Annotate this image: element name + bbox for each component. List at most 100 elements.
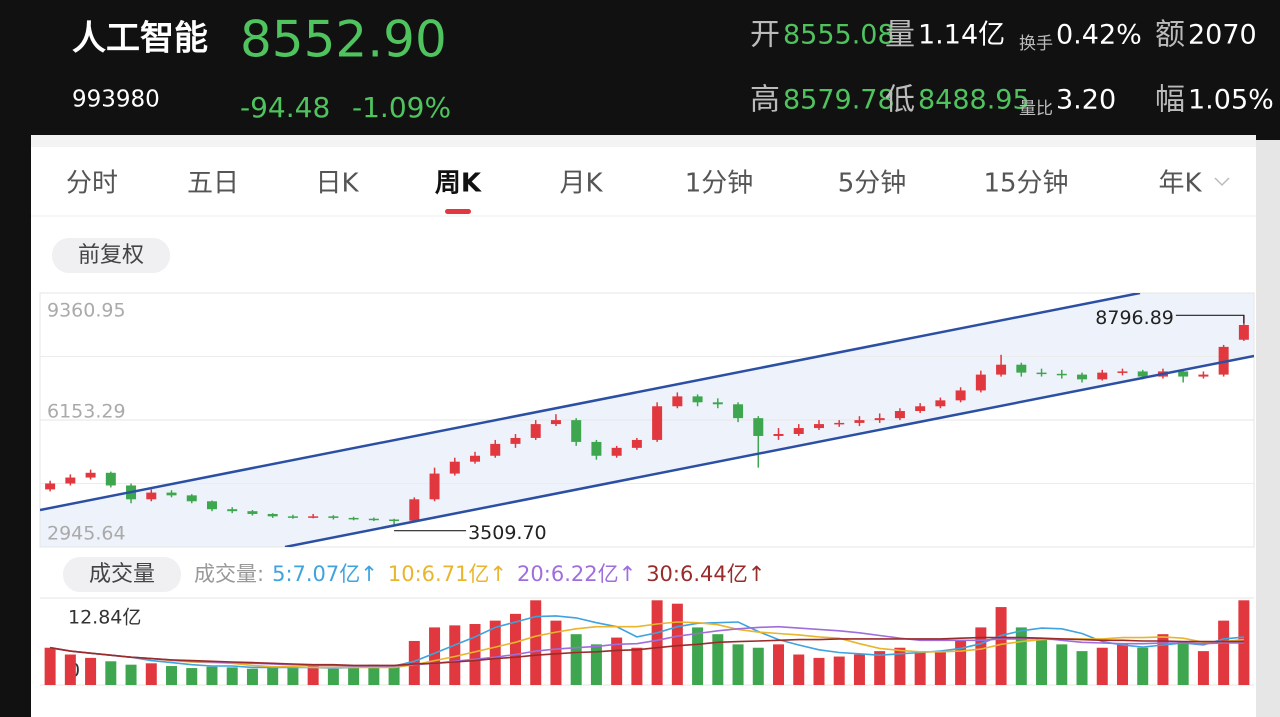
tab[interactable]: 周K	[435, 169, 482, 199]
candle-body	[1137, 371, 1148, 377]
volume-bar	[692, 627, 704, 685]
stock-price: 8552.90	[240, 11, 447, 69]
candle-body	[834, 422, 845, 425]
stat-value: 8555.08	[783, 20, 895, 51]
candle-body	[1056, 373, 1067, 376]
tab[interactable]: 月K	[559, 169, 603, 199]
candle-body	[267, 513, 278, 517]
candle-body	[166, 492, 177, 496]
volume-tick-label: 12.84亿	[68, 607, 141, 629]
candle-body	[1198, 374, 1209, 377]
adjust-label[interactable]: 前复权	[78, 243, 144, 268]
divider	[31, 135, 1256, 147]
candle-body	[611, 447, 622, 456]
volume-bar	[773, 644, 785, 685]
volume-bar	[287, 668, 299, 685]
price-change-pct: -1.09%	[352, 91, 451, 124]
legend-entry: 10:6.71亿↑	[388, 562, 507, 586]
candle-body	[550, 420, 561, 425]
price-change: -94.48	[240, 91, 330, 124]
candle-body	[409, 499, 420, 521]
volume-bar	[368, 664, 380, 685]
volume-bar	[590, 644, 602, 685]
candle-body	[348, 517, 359, 520]
volume-bar	[509, 613, 521, 685]
volume-bar	[914, 652, 926, 685]
annotation-label: 3509.70	[468, 522, 547, 544]
tab[interactable]: 15分钟	[983, 169, 1068, 199]
volume-bar	[449, 625, 461, 685]
volume-bar	[874, 651, 886, 685]
volume-bar	[853, 654, 865, 685]
stat-label: 低	[885, 83, 915, 118]
tab[interactable]: 5分钟	[838, 169, 907, 199]
left-edge	[0, 0, 31, 717]
candle-body	[1117, 371, 1128, 373]
volume-bar	[85, 657, 97, 685]
volume-bar	[145, 663, 157, 685]
volume-bar	[267, 667, 279, 685]
candle-body	[1077, 374, 1088, 380]
volume-bar	[1096, 647, 1108, 685]
candle-body	[854, 420, 865, 423]
candle-body	[328, 516, 339, 518]
ma-line	[49, 615, 1244, 669]
volume-bar	[1056, 644, 1068, 685]
candle-body	[510, 437, 521, 444]
stat-label: 换手	[1019, 34, 1053, 54]
stat-value: 1.14亿	[918, 20, 1005, 51]
candle-body	[65, 477, 76, 484]
stat-label: 量	[885, 18, 915, 53]
volume-title[interactable]: 成交量	[89, 562, 155, 587]
tab[interactable]: 分时	[66, 169, 118, 199]
stat-label: 量比	[1019, 99, 1053, 119]
volume-bar	[489, 620, 501, 685]
tab[interactable]: 五日	[187, 169, 239, 199]
candle-body	[571, 420, 582, 442]
volume-bar	[894, 647, 906, 685]
stat-value: 8579.78	[783, 85, 895, 116]
legend-entry: 5:7.07亿↑	[272, 562, 378, 586]
candle-body	[389, 519, 400, 522]
stock-name: 人工智能	[72, 19, 208, 59]
right-edge-light	[1256, 140, 1280, 717]
candle-body	[429, 473, 440, 500]
candle-body	[490, 443, 501, 456]
tab-underline	[445, 209, 471, 214]
stat-label: 高	[750, 83, 780, 118]
stats: 开 8555.08量 1.14亿 换手 0.42% 额 2070 高 8579.78低 8488.…	[750, 18, 1274, 120]
candle-body	[935, 400, 946, 407]
candle-body	[530, 424, 541, 438]
stat-label: 开	[750, 18, 780, 53]
ma-line	[49, 621, 1244, 669]
volume-bar	[1015, 627, 1027, 685]
volume-chart: 成交量 成交量: 5:7.07亿↑ 10:6.71亿↑ 20:6.22亿↑ 30:6.44…	[40, 562, 1254, 686]
candle-body	[692, 396, 703, 403]
volume-bar	[307, 666, 319, 685]
volume-bar	[1177, 640, 1189, 685]
candle-body	[470, 455, 481, 462]
volume-bar	[995, 607, 1007, 685]
candle-body	[793, 428, 804, 434]
adjust-button[interactable]	[52, 238, 170, 273]
tab[interactable]: 日K	[315, 169, 359, 199]
candle-body	[1097, 372, 1108, 380]
volume-bar	[934, 651, 946, 685]
volume-bar	[955, 640, 967, 685]
volume-bar	[327, 668, 339, 685]
candle-body	[85, 472, 96, 478]
candle-body	[308, 516, 319, 518]
candle-body	[733, 404, 744, 419]
y-tick-label: 6153.29	[47, 401, 126, 423]
candle-body	[975, 374, 986, 391]
y-tick-label: 2945.64	[47, 523, 126, 545]
stock-code: 993980	[72, 87, 160, 113]
stat-value: 3.20	[1056, 85, 1116, 116]
candle-body	[227, 509, 238, 512]
annotation-label: 8796.89	[1095, 307, 1174, 329]
tab[interactable]: 年K	[1158, 169, 1202, 199]
legend-entry: 20:6.22亿↑	[517, 562, 636, 586]
volume-button[interactable]	[63, 557, 181, 592]
tab[interactable]: 1分钟	[685, 169, 754, 199]
